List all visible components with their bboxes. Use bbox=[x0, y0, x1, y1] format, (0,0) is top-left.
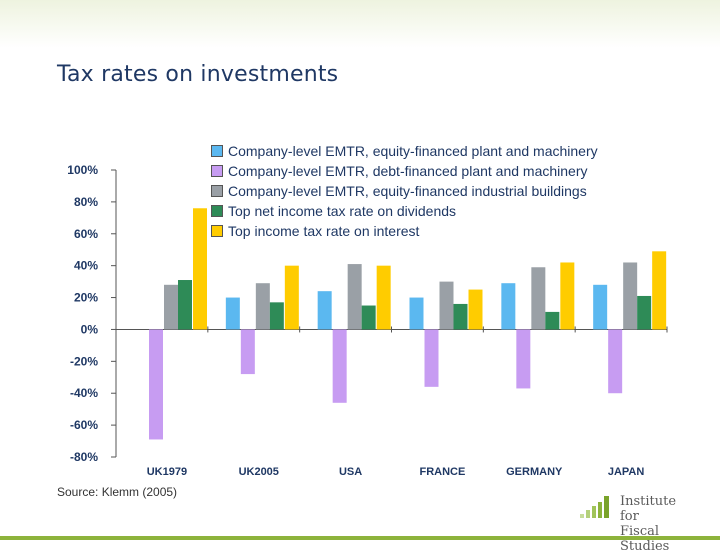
bar bbox=[409, 297, 424, 330]
legend-swatch bbox=[211, 145, 223, 157]
bar bbox=[593, 284, 608, 330]
bar bbox=[516, 329, 531, 389]
bar bbox=[545, 311, 560, 330]
chart-legend: Company-level EMTR, equity-financed plan… bbox=[211, 141, 598, 241]
legend-label: Top income tax rate on interest bbox=[228, 223, 420, 239]
bar bbox=[560, 262, 575, 330]
x-category-label: USA bbox=[339, 466, 362, 478]
bar bbox=[439, 281, 454, 330]
bar bbox=[637, 295, 652, 330]
bar bbox=[608, 329, 623, 394]
bar bbox=[531, 267, 546, 330]
bar bbox=[501, 283, 516, 330]
bar bbox=[269, 302, 284, 330]
source-note: Source: Klemm (2005) bbox=[57, 485, 178, 499]
logo-bars-icon bbox=[580, 496, 609, 518]
y-tick-label: 20% bbox=[74, 291, 98, 305]
legend-label: Company-level EMTR, equity-financed plan… bbox=[228, 143, 598, 159]
bar bbox=[193, 208, 207, 330]
legend-swatch bbox=[211, 225, 223, 237]
x-category-label: UK1979 bbox=[147, 466, 187, 478]
bar-chart: 100% 80% 60% 40% 20% 0% -20% -40% -60% -80% UK1979… bbox=[67, 163, 668, 478]
legend-label: Company-level EMTR, debt-financed plant … bbox=[228, 163, 588, 179]
y-tick-label: 80% bbox=[74, 195, 98, 209]
bar bbox=[317, 291, 332, 330]
legend-item-dividends: Top net income tax rate on dividends bbox=[211, 201, 598, 221]
legend-label: Company-level EMTR, equity-financed indu… bbox=[228, 183, 587, 199]
y-tick-label: -80% bbox=[70, 450, 98, 464]
bar bbox=[240, 329, 255, 375]
bar bbox=[332, 329, 347, 403]
bar bbox=[453, 303, 468, 330]
y-tick-label: 60% bbox=[74, 227, 98, 241]
y-tick-label: -40% bbox=[70, 386, 98, 400]
bar bbox=[284, 265, 299, 330]
y-tick-label: -20% bbox=[70, 354, 98, 368]
legend-item-debt-plant: Company-level EMTR, debt-financed plant … bbox=[211, 161, 598, 181]
x-category-label: UK2005 bbox=[239, 466, 279, 478]
y-tick-label: 0% bbox=[81, 322, 99, 336]
bar bbox=[623, 262, 638, 330]
bar bbox=[164, 284, 178, 330]
bar bbox=[376, 265, 391, 330]
footer-band bbox=[0, 536, 720, 540]
header-band bbox=[0, 0, 720, 48]
bar bbox=[225, 297, 240, 330]
bar bbox=[255, 283, 270, 330]
legend-item-equity-plant: Company-level EMTR, equity-financed plan… bbox=[211, 141, 598, 161]
bar bbox=[361, 305, 376, 330]
legend-swatch bbox=[211, 205, 223, 217]
x-category-label: JAPAN bbox=[608, 466, 645, 478]
legend-swatch bbox=[211, 165, 223, 177]
bar bbox=[652, 251, 667, 330]
legend-item-equity-buildings: Company-level EMTR, equity-financed indu… bbox=[211, 181, 598, 201]
logo-text-line1: Institute for bbox=[620, 494, 677, 524]
bar bbox=[347, 264, 362, 330]
x-category-label: GERMANY bbox=[506, 466, 563, 478]
slide-title: Tax rates on investments bbox=[57, 62, 339, 87]
bar bbox=[424, 329, 439, 387]
bar bbox=[468, 289, 483, 330]
legend-label: Top net income tax rate on dividends bbox=[228, 203, 457, 219]
x-category-label: FRANCE bbox=[419, 466, 465, 478]
y-tick-label: -60% bbox=[70, 418, 98, 432]
bar bbox=[178, 280, 192, 330]
bar bbox=[149, 329, 163, 440]
legend-item-interest: Top income tax rate on interest bbox=[211, 221, 598, 241]
y-tick-label: 100% bbox=[67, 163, 98, 177]
y-tick-label: 40% bbox=[74, 259, 98, 273]
legend-swatch bbox=[211, 185, 223, 197]
